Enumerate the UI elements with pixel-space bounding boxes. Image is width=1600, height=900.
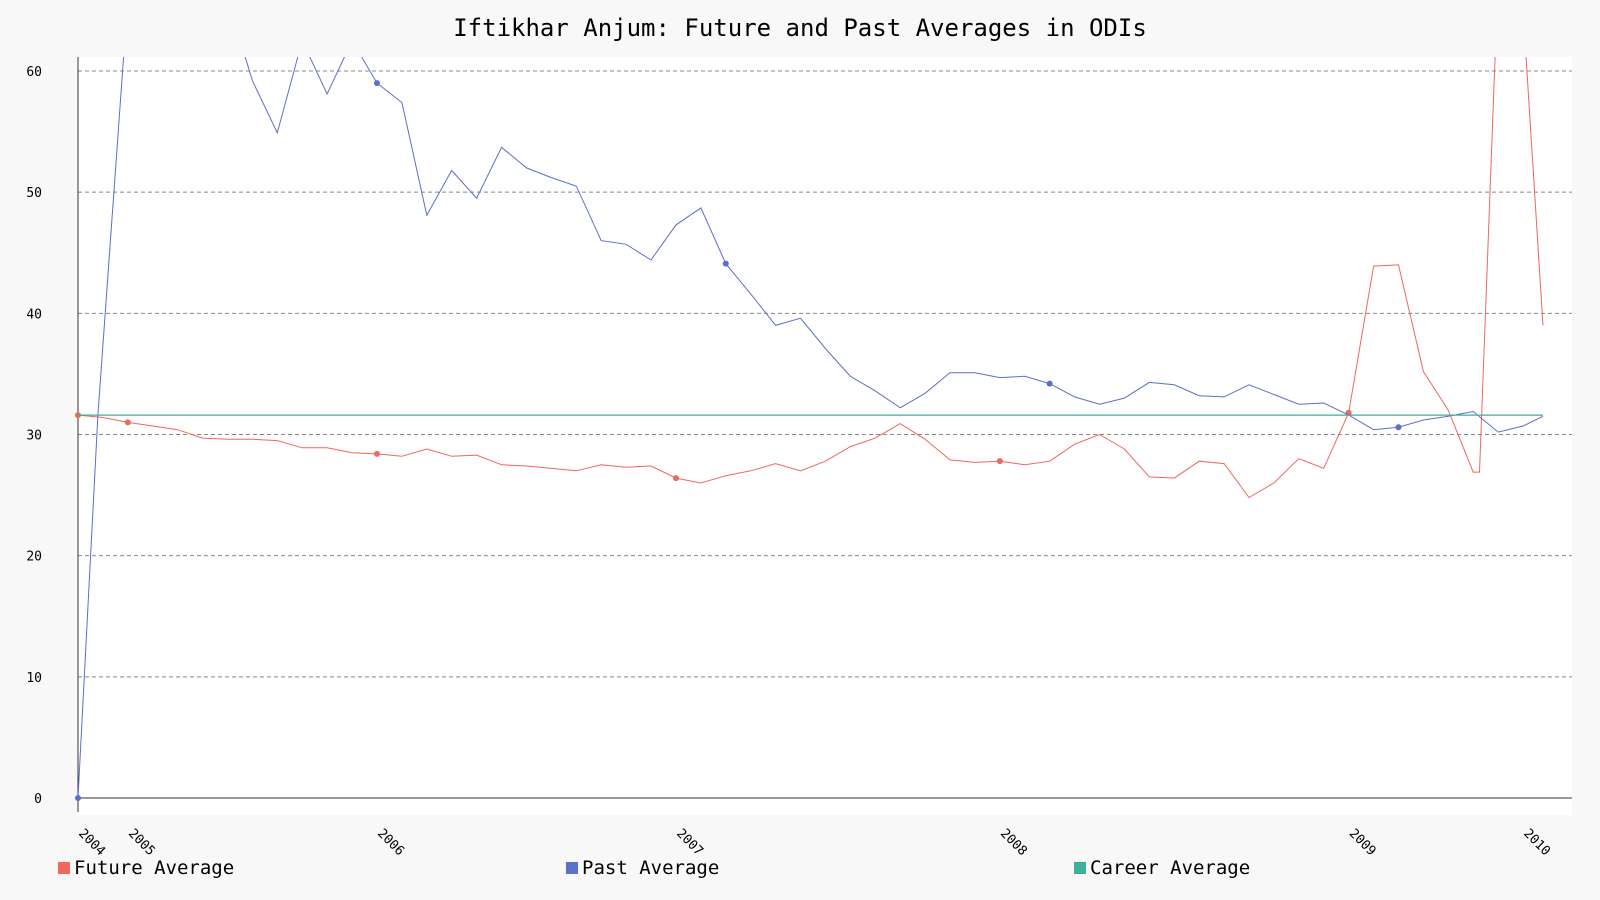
past-average-point-10: [373, 80, 380, 87]
x-tick-label-2008: 2008: [997, 826, 1030, 859]
x-tick-label-2004: 2004: [75, 826, 108, 859]
legend-label-career: Career Average: [1090, 857, 1251, 879]
past-average-point-0: [75, 795, 81, 801]
legend-swatch-future: [58, 862, 70, 874]
y-tick-label-60: 60: [26, 65, 42, 80]
legend-swatch-career: [1074, 862, 1086, 874]
past-average-point-51: [1395, 424, 1402, 431]
legend-item-career[interactable]: Career Average: [1074, 857, 1250, 879]
past-average-point-24: [722, 260, 729, 267]
y-tick-label-10: 10: [26, 671, 42, 686]
x-tick-label-2006: 2006: [374, 826, 407, 859]
x-tick-label-2007: 2007: [673, 826, 706, 859]
future-average-point-24: [672, 475, 679, 482]
future-average-point-37: [996, 458, 1003, 465]
future-average-point-2: [124, 419, 131, 426]
future-average-point-12: [373, 450, 380, 457]
future-average-line: [77, 57, 1544, 499]
grid-lines: [78, 70, 1572, 678]
y-tick-label-50: 50: [26, 186, 42, 201]
past-average-point-60: [0, 0, 3, 3]
legend-item-past[interactable]: Past Average: [566, 857, 719, 879]
x-tick-label-2009: 2009: [1346, 826, 1379, 859]
x-tick-label-2005: 2005: [125, 826, 158, 859]
y-tick-label-0: 0: [34, 792, 42, 807]
series-layer: [0, 0, 1544, 801]
y-tick-label-20: 20: [26, 550, 42, 565]
past-average-line: [77, 57, 1544, 799]
x-tick-label-2010: 2010: [1520, 826, 1553, 859]
axes: [77, 57, 1572, 812]
legend-label-future: Future Average: [74, 857, 235, 879]
y-tick-label-30: 30: [26, 429, 42, 444]
y-tick-label-40: 40: [26, 307, 42, 322]
past-average-point-37: [1046, 380, 1053, 387]
legend-swatch-past: [566, 862, 578, 874]
legend-item-future[interactable]: Future Average: [58, 857, 234, 879]
chart-title: Iftikhar Anjum: Future and Past Averages…: [453, 14, 1147, 42]
legend-label-past: Past Average: [582, 857, 720, 879]
legend: Future Average Past Average Career Avera…: [0, 857, 1600, 883]
plot-background: [78, 57, 1572, 815]
